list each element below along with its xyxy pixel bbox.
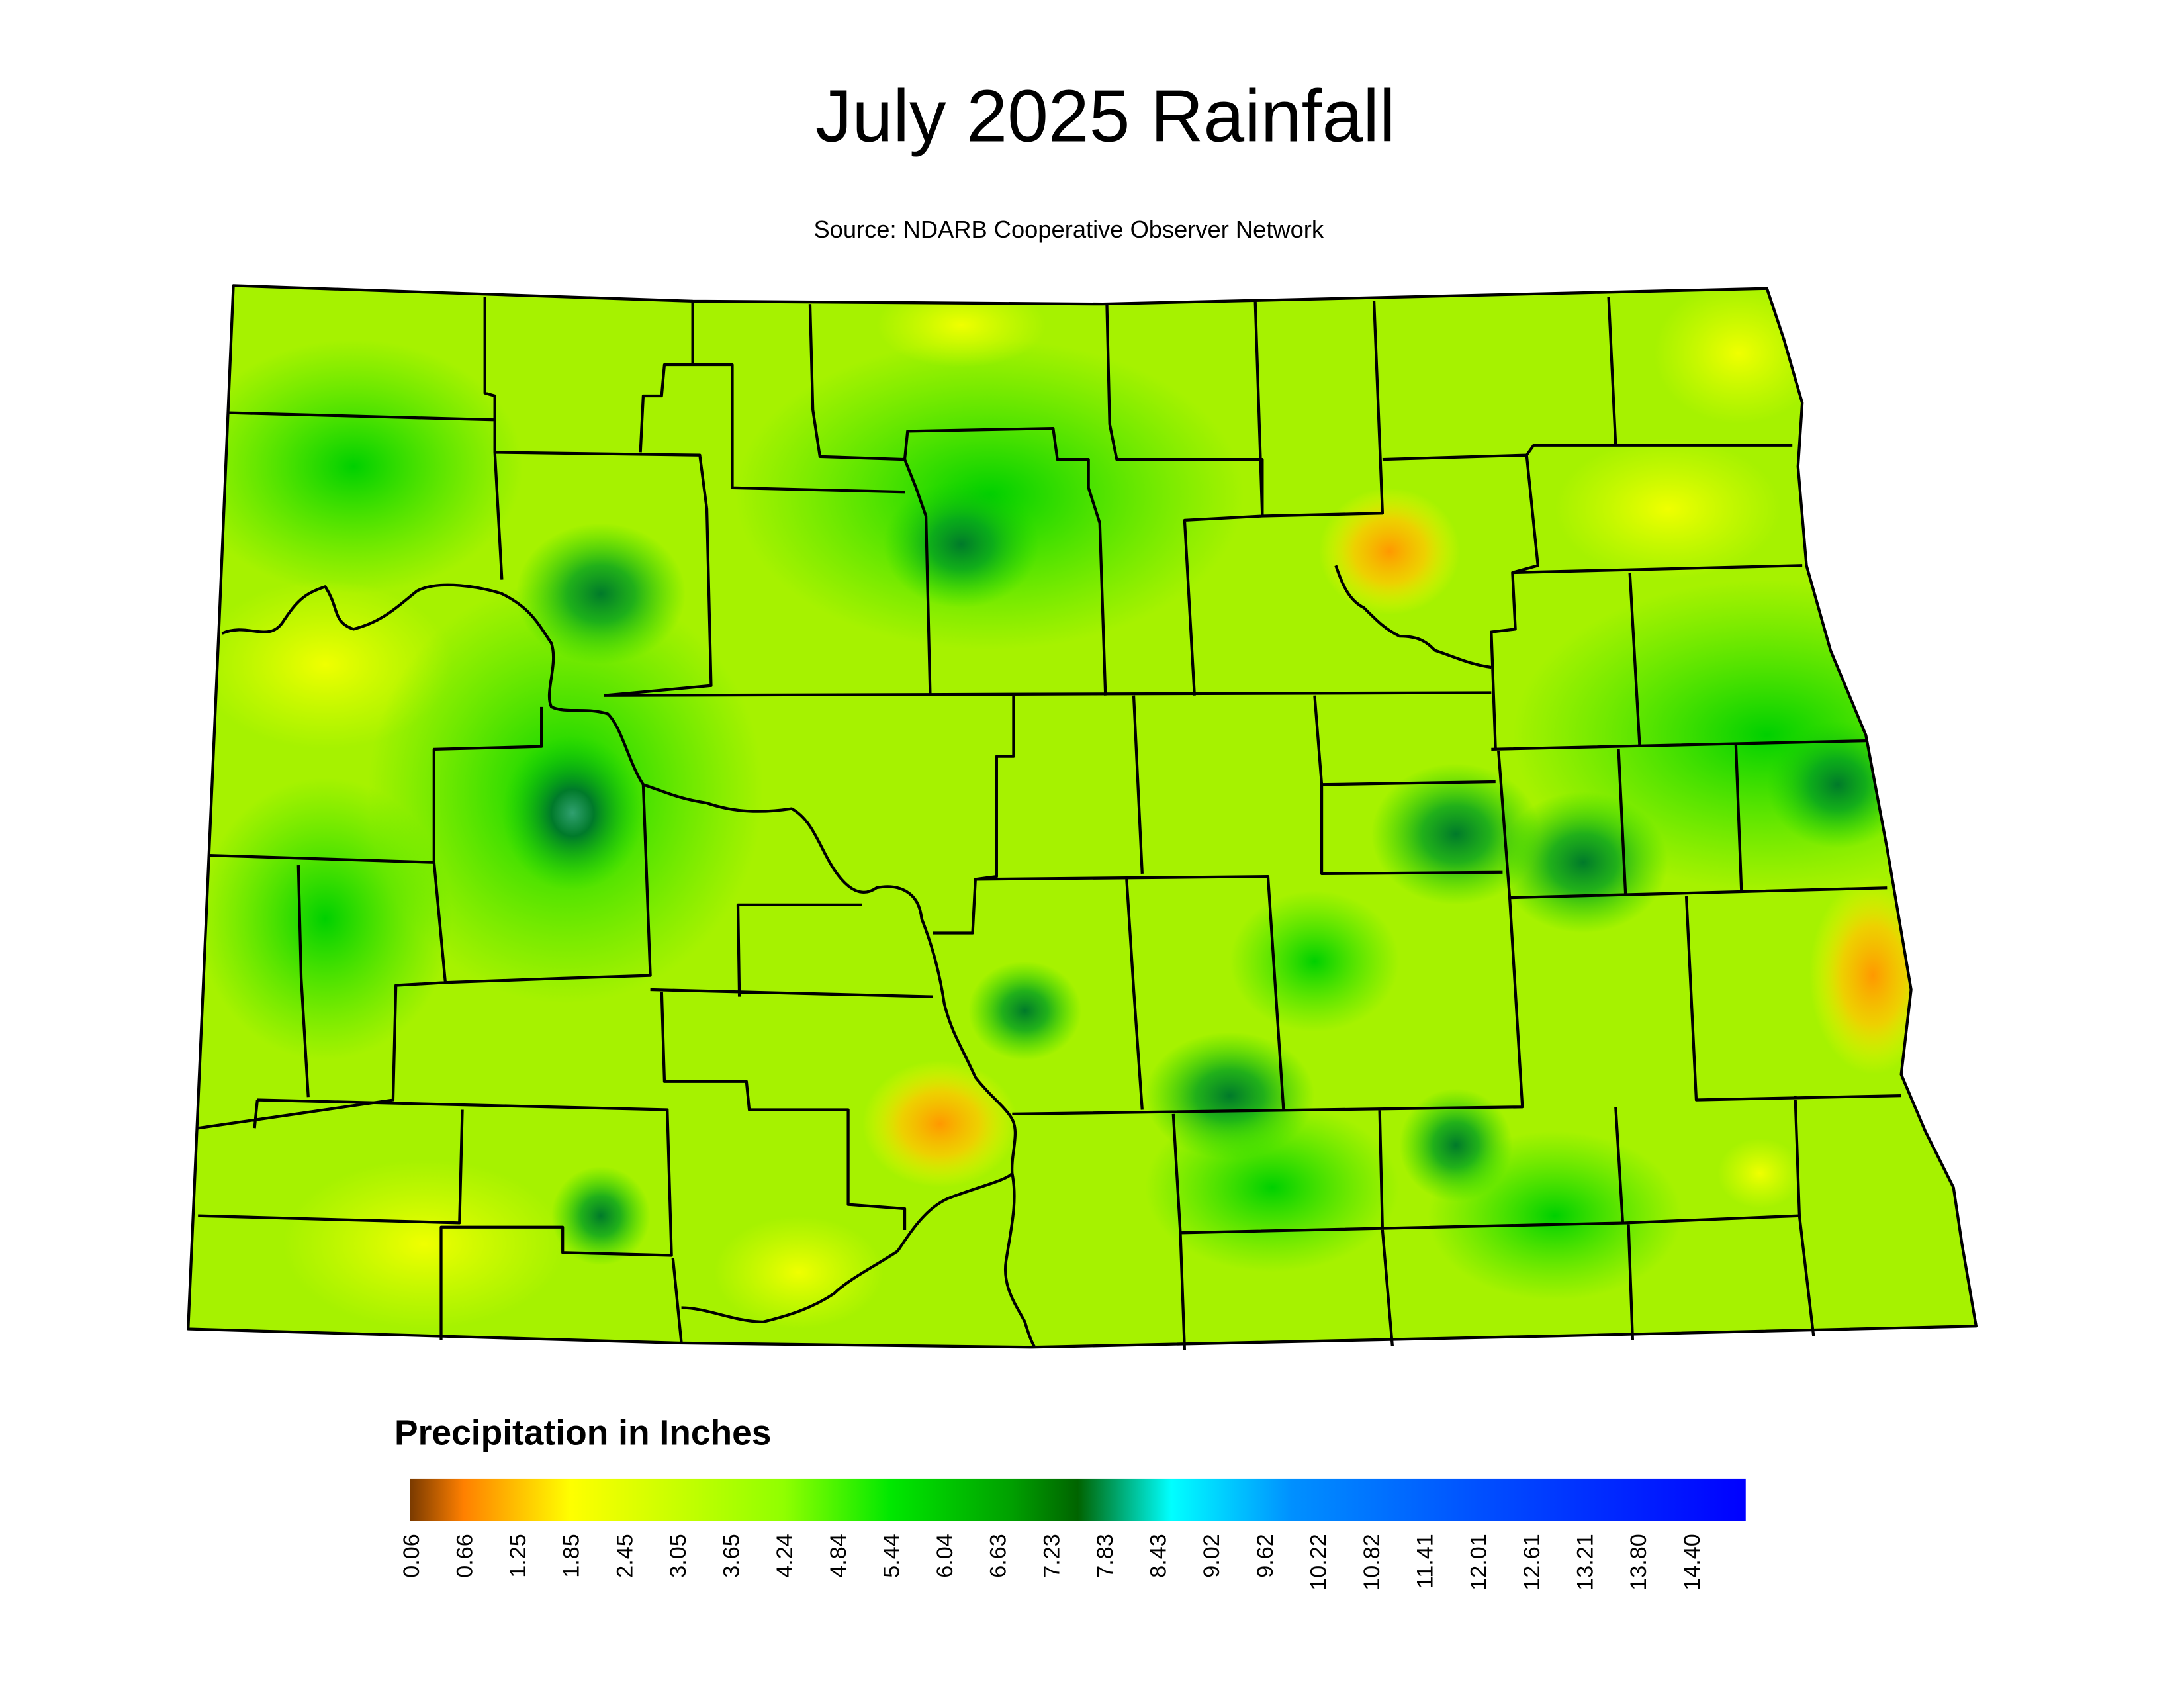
legend-label: 12.61 (1520, 1534, 1545, 1590)
legend-label: 1.25 (506, 1534, 531, 1577)
county-lines (188, 285, 1976, 1350)
legend-label: 13.21 (1573, 1534, 1598, 1590)
legend-label: 14.40 (1680, 1534, 1705, 1590)
legend-label: 10.82 (1359, 1534, 1385, 1590)
legend-label: 2.45 (612, 1534, 637, 1577)
legend-label: 4.84 (826, 1534, 851, 1577)
legend-label: 4.24 (772, 1534, 797, 1577)
legend-label: 9.02 (1199, 1534, 1224, 1577)
legend-label: 13.80 (1626, 1534, 1651, 1590)
legend-label: 8.43 (1146, 1534, 1171, 1577)
precipitation-field (188, 285, 1976, 1348)
legend-label: 5.44 (879, 1534, 904, 1577)
legend-labels: 0.06 0.66 1.25 1.85 2.45 3.05 3.65 4.24 4.84 5.44… (399, 1534, 1705, 1590)
legend-label: 7.23 (1039, 1534, 1064, 1577)
legend-label: 7.83 (1093, 1534, 1118, 1577)
map-source: Source: NDARB Cooperative Observer Netwo… (813, 216, 1324, 243)
legend-label: 1.85 (559, 1534, 584, 1577)
legend-title: Precipitation in Inches (394, 1414, 771, 1453)
legend-label: 12.01 (1466, 1534, 1491, 1590)
legend-label: 3.65 (719, 1534, 745, 1577)
legend-label: 11.41 (1413, 1534, 1438, 1589)
legend-label: 3.05 (666, 1534, 691, 1577)
legend-label: 0.66 (452, 1534, 477, 1577)
legend-label: 10.22 (1306, 1534, 1331, 1590)
legend-label: 0.06 (399, 1534, 424, 1577)
legend-label: 6.63 (986, 1534, 1011, 1577)
color-scale (410, 1478, 1746, 1521)
legend-label: 6.04 (933, 1534, 958, 1577)
legend-label: 9.62 (1253, 1534, 1278, 1577)
map-title: July 2025 Rainfall (815, 75, 1396, 158)
